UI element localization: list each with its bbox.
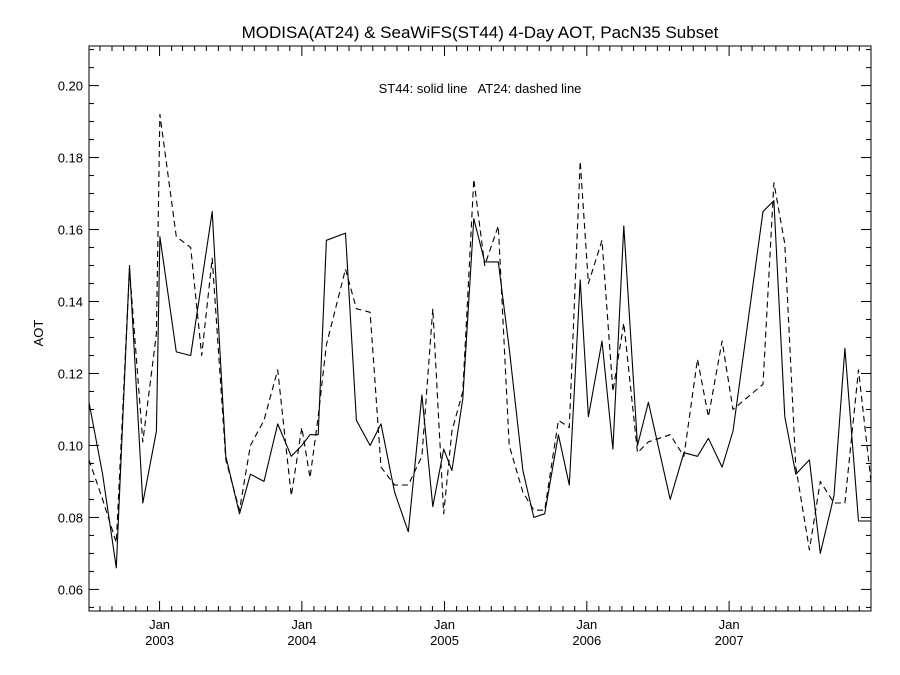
x-tick-month-label: Jan xyxy=(291,617,312,632)
y-tick-label: 0.14 xyxy=(58,295,83,310)
y-tick-label: 0.18 xyxy=(58,151,83,166)
y-tick-label: 0.08 xyxy=(58,510,83,525)
x-tick-year-label: 2006 xyxy=(572,633,601,648)
series-line-at24-dashed xyxy=(88,113,872,551)
x-tick-month-label: Jan xyxy=(149,617,170,632)
x-tick-year-label: 2004 xyxy=(287,633,316,648)
x-tick-month-label: Jan xyxy=(576,617,597,632)
y-tick-label: 0.12 xyxy=(58,366,83,381)
x-tick-month-label: Jan xyxy=(719,617,740,632)
y-axis-ticks: 0.06 0.08 0.10 0.12 0.14 0.16 0.18 0.20 xyxy=(58,49,871,608)
legend-annotation: ST44: solid line AT24: dashed line xyxy=(379,81,582,96)
x-tick-year-label: 2007 xyxy=(715,633,744,648)
y-tick-label: 0.06 xyxy=(58,582,83,597)
x-tick-year-label: 2003 xyxy=(145,633,174,648)
chart-title: MODISA(AT24) & SeaWiFS(ST44) 4-Day AOT, … xyxy=(242,23,719,42)
x-tick-month-label: Jan xyxy=(434,617,455,632)
y-tick-label: 0.20 xyxy=(58,79,83,94)
x-tick-year-label: 2005 xyxy=(430,633,459,648)
series-layer xyxy=(88,113,872,569)
plot-frame xyxy=(88,45,872,612)
y-tick-label: 0.10 xyxy=(58,438,83,453)
plot-border xyxy=(88,45,872,612)
series-line-st44-solid xyxy=(88,200,871,569)
y-tick-label: 0.16 xyxy=(58,223,83,238)
y-axis-label: AOT xyxy=(31,320,46,347)
